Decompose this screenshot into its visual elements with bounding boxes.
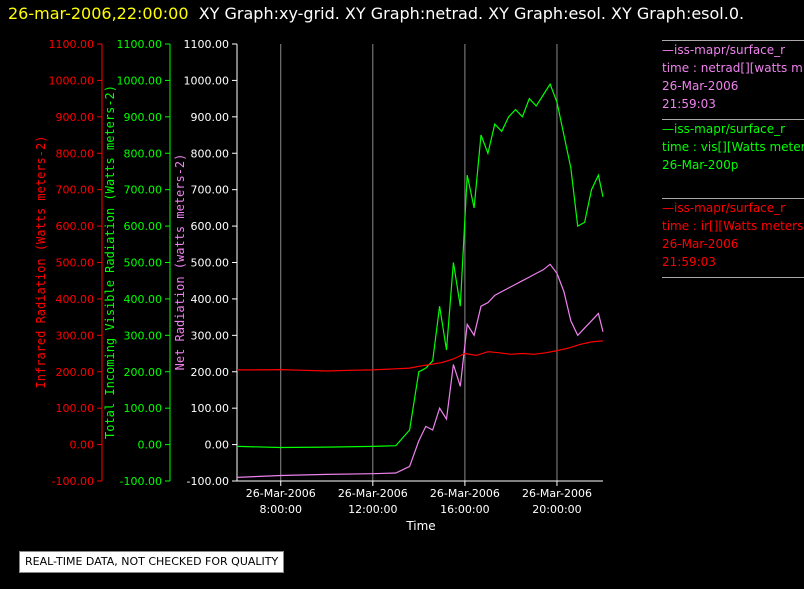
y-tick-label: 600.00 bbox=[124, 220, 163, 233]
y-tick-label: 200.00 bbox=[56, 366, 95, 379]
y-tick-label: 100.00 bbox=[191, 402, 230, 415]
y-tick-label: 1100.00 bbox=[184, 38, 230, 51]
y-tick-label: 400.00 bbox=[124, 293, 163, 306]
legend-line: —iss-mapr/surface_r bbox=[662, 43, 786, 57]
legend-entry-ir: —iss-mapr/surface_r time : ir[][Watts me… bbox=[662, 198, 804, 271]
x-tick-date: 26-Mar-2006 bbox=[246, 487, 316, 500]
series-line bbox=[236, 263, 604, 478]
legend-entry-netrad: —iss-mapr/surface_r time : netrad[][watt… bbox=[662, 40, 804, 113]
header-graphs: XY Graph:xy-grid. XY Graph:netrad. XY Gr… bbox=[198, 4, 745, 23]
y-tick-label: 0.00 bbox=[138, 439, 163, 452]
legend-line: 26-Mar-2006 bbox=[662, 79, 739, 93]
legend-line: time : netrad[][watts m bbox=[662, 61, 803, 75]
x-axis-label: Time bbox=[405, 519, 435, 533]
y-tick-label: 900.00 bbox=[124, 111, 163, 124]
y-tick-label: 400.00 bbox=[56, 293, 95, 306]
legend-line: —iss-mapr/surface_r bbox=[662, 201, 786, 215]
y-tick-label: 300.00 bbox=[56, 329, 95, 342]
y-tick-label: 1100.00 bbox=[49, 38, 95, 51]
y-axis-label: Infrared Radiation (Watts meters-2) bbox=[34, 136, 48, 389]
chart-header: 26-mar-2006,22:00:00 XY Graph:xy-grid. X… bbox=[8, 2, 804, 26]
y-tick-label: 1000.00 bbox=[49, 74, 95, 87]
y-tick-label: 300.00 bbox=[191, 329, 230, 342]
x-tick-time: 16:00:00 bbox=[440, 503, 489, 516]
header-timestamp: 26-mar-2006,22:00:00 bbox=[8, 4, 189, 23]
legend-line: 21:59:03 bbox=[662, 97, 716, 111]
y-tick-label: 700.00 bbox=[191, 184, 230, 197]
legend-line: time : vis[][Watts meter bbox=[662, 140, 804, 154]
y-tick-label: 100.00 bbox=[124, 402, 163, 415]
y-tick-label: 1100.00 bbox=[117, 38, 163, 51]
x-tick-time: 12:00:00 bbox=[348, 503, 397, 516]
legend-line: 26-Mar-200p bbox=[662, 158, 739, 172]
legend-line: time : ir[][Watts meters bbox=[662, 219, 804, 233]
y-tick-label: 400.00 bbox=[191, 293, 230, 306]
y-tick-label: 200.00 bbox=[191, 366, 230, 379]
y-tick-label: 600.00 bbox=[56, 220, 95, 233]
x-tick-date: 26-Mar-2006 bbox=[430, 487, 500, 500]
x-tick-time: 20:00:00 bbox=[532, 503, 581, 516]
legend-line: 26-Mar-2006 bbox=[662, 237, 739, 251]
x-tick-date: 26-Mar-2006 bbox=[522, 487, 592, 500]
y-tick-label: 800.00 bbox=[191, 147, 230, 160]
y-tick-label: 1000.00 bbox=[184, 74, 230, 87]
x-tick-time: 8:00:00 bbox=[260, 503, 302, 516]
y-tick-label: 800.00 bbox=[124, 147, 163, 160]
series-line bbox=[237, 340, 604, 372]
y-tick-label: 200.00 bbox=[124, 366, 163, 379]
x-tick-date: 26-Mar-2006 bbox=[338, 487, 408, 500]
y-tick-label: -100.00 bbox=[120, 475, 162, 488]
y-tick-label: 0.00 bbox=[205, 439, 230, 452]
y-tick-label: 600.00 bbox=[191, 220, 230, 233]
y-tick-label: -100.00 bbox=[187, 475, 229, 488]
y-tick-label: -100.00 bbox=[52, 475, 94, 488]
legend: —iss-mapr/surface_r time : netrad[][watt… bbox=[662, 40, 804, 279]
y-tick-label: 800.00 bbox=[56, 147, 95, 160]
y-tick-label: 900.00 bbox=[191, 111, 230, 124]
y-tick-label: 1000.00 bbox=[117, 74, 163, 87]
legend-line: —iss-mapr/surface_r bbox=[662, 122, 786, 136]
legend-entry-vis: —iss-mapr/surface_r time : vis[][Watts m… bbox=[662, 119, 804, 192]
y-tick-label: 500.00 bbox=[124, 257, 163, 270]
y-axis-label: Total Incoming Visible Radiation (Watts … bbox=[103, 85, 117, 439]
legend-divider bbox=[662, 277, 804, 279]
y-tick-label: 100.00 bbox=[56, 402, 95, 415]
series-line bbox=[236, 82, 604, 449]
y-tick-label: 0.00 bbox=[70, 439, 95, 452]
y-axis-label: Net Radiation (watts meters-2) bbox=[173, 154, 187, 371]
y-tick-label: 900.00 bbox=[56, 111, 95, 124]
y-tick-label: 700.00 bbox=[124, 184, 163, 197]
y-tick-label: 500.00 bbox=[56, 257, 95, 270]
quality-notice: REAL-TIME DATA, NOT CHECKED FOR QUALITY bbox=[19, 551, 285, 573]
y-tick-label: 700.00 bbox=[56, 184, 95, 197]
y-tick-label: 500.00 bbox=[191, 257, 230, 270]
legend-line bbox=[662, 174, 804, 192]
y-tick-label: 300.00 bbox=[124, 329, 163, 342]
legend-line: 21:59:03 bbox=[662, 255, 716, 269]
